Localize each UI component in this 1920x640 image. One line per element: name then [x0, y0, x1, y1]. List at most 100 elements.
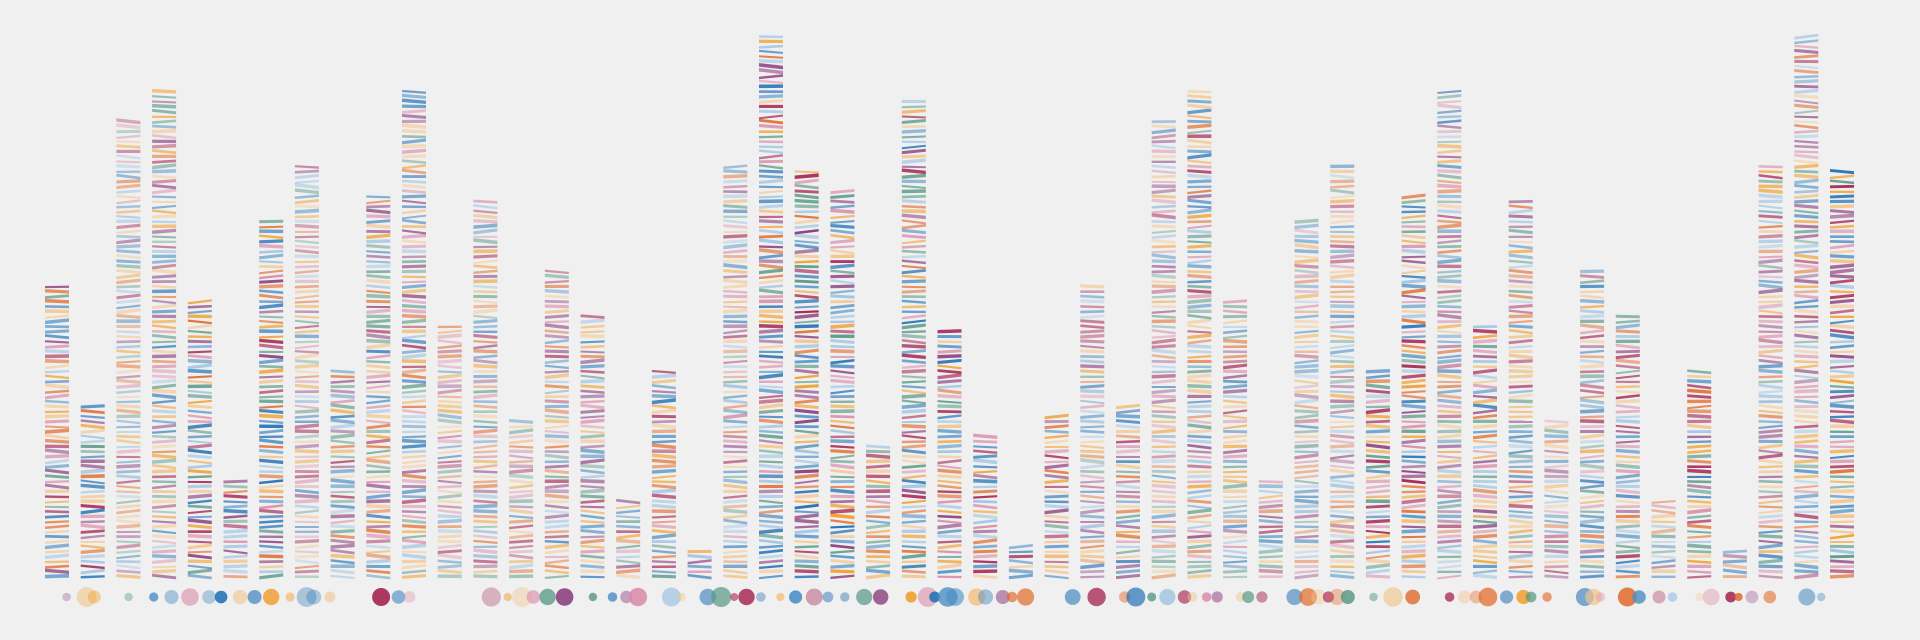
stripe — [1294, 549, 1319, 554]
stripe — [152, 108, 177, 115]
stripe — [1116, 434, 1140, 439]
stripe — [402, 264, 426, 269]
stripe — [794, 380, 819, 384]
stripe — [187, 375, 212, 379]
stripe — [1080, 569, 1105, 574]
stripe — [1830, 194, 1854, 199]
stripe — [1758, 465, 1783, 469]
stripe — [723, 560, 748, 564]
stripe — [544, 384, 569, 389]
stripe — [1794, 59, 1819, 64]
stripe — [1473, 488, 1497, 495]
stripe — [1187, 138, 1212, 145]
stripe — [116, 554, 141, 560]
stripe — [1187, 474, 1212, 479]
stripe — [1651, 509, 1676, 515]
stripe — [1151, 454, 1176, 459]
stripe — [402, 325, 426, 329]
stripe — [544, 288, 569, 294]
stripe — [830, 289, 855, 295]
stripe — [80, 544, 105, 550]
stripe — [794, 279, 819, 284]
stripe — [402, 504, 426, 509]
stripe — [1330, 264, 1355, 270]
stripe — [152, 280, 177, 284]
stripe — [1580, 349, 1605, 354]
stripe — [1294, 479, 1319, 485]
dot — [730, 593, 739, 601]
stripe — [1615, 349, 1640, 354]
stripe — [116, 438, 141, 445]
stripe — [1044, 489, 1069, 494]
stripe — [1187, 284, 1212, 289]
stripe — [1580, 489, 1605, 494]
stripe — [402, 303, 426, 309]
stripe — [759, 299, 783, 304]
stripe — [1473, 328, 1497, 334]
stripe — [1187, 333, 1212, 340]
stripe — [116, 564, 141, 570]
stripe — [1615, 418, 1640, 424]
stripe — [1223, 504, 1248, 510]
stripe — [1187, 229, 1212, 234]
stripe — [1580, 544, 1605, 549]
stripe — [580, 330, 605, 334]
stripe — [437, 479, 462, 485]
stripe — [1330, 555, 1355, 559]
stripe — [259, 384, 284, 389]
stripe — [1580, 383, 1605, 390]
stripe — [1794, 268, 1819, 275]
stripe — [1830, 430, 1854, 434]
stripe — [116, 154, 141, 160]
stripe — [1508, 558, 1533, 564]
stripe — [759, 63, 783, 70]
stripe — [259, 300, 284, 304]
stripe — [152, 429, 177, 434]
stripe — [1116, 448, 1140, 454]
stripe — [1687, 508, 1712, 515]
stripe — [937, 388, 962, 395]
stripe — [723, 329, 748, 335]
stripe — [651, 480, 676, 484]
stripe — [1830, 328, 1854, 335]
stripe — [116, 234, 141, 239]
stripe — [366, 544, 391, 550]
stripe — [187, 540, 212, 544]
stripe — [937, 364, 962, 370]
stripe — [1080, 523, 1105, 530]
stripe — [723, 174, 748, 179]
stripe — [1758, 258, 1783, 265]
stripe — [759, 350, 783, 354]
stripe — [366, 573, 391, 580]
stripe — [544, 479, 569, 484]
stripe — [1508, 569, 1533, 574]
stripe — [794, 310, 819, 314]
stripe — [1615, 473, 1640, 480]
stripe — [45, 285, 69, 289]
stripe — [1794, 243, 1819, 249]
stripe — [152, 393, 177, 400]
stripe — [187, 309, 212, 314]
stripe — [402, 329, 426, 334]
stripe — [116, 324, 141, 329]
stripe — [330, 499, 355, 504]
stripe — [830, 480, 855, 484]
stripe — [45, 344, 69, 349]
stripe — [437, 434, 462, 440]
stripe — [187, 409, 212, 415]
stripe — [1187, 129, 1212, 135]
stripe — [830, 334, 855, 339]
dot — [1745, 590, 1759, 604]
stripe — [294, 379, 319, 384]
stripe — [1794, 378, 1819, 385]
stripe — [1794, 364, 1819, 370]
stripe — [366, 199, 391, 205]
stripe-column — [1615, 314, 1640, 579]
stripe — [1044, 473, 1069, 480]
stripe — [794, 564, 819, 569]
stripe — [152, 200, 177, 204]
stripe — [1294, 242, 1319, 250]
stripe — [723, 489, 748, 494]
stripe — [366, 553, 391, 560]
stripe — [1258, 529, 1283, 535]
